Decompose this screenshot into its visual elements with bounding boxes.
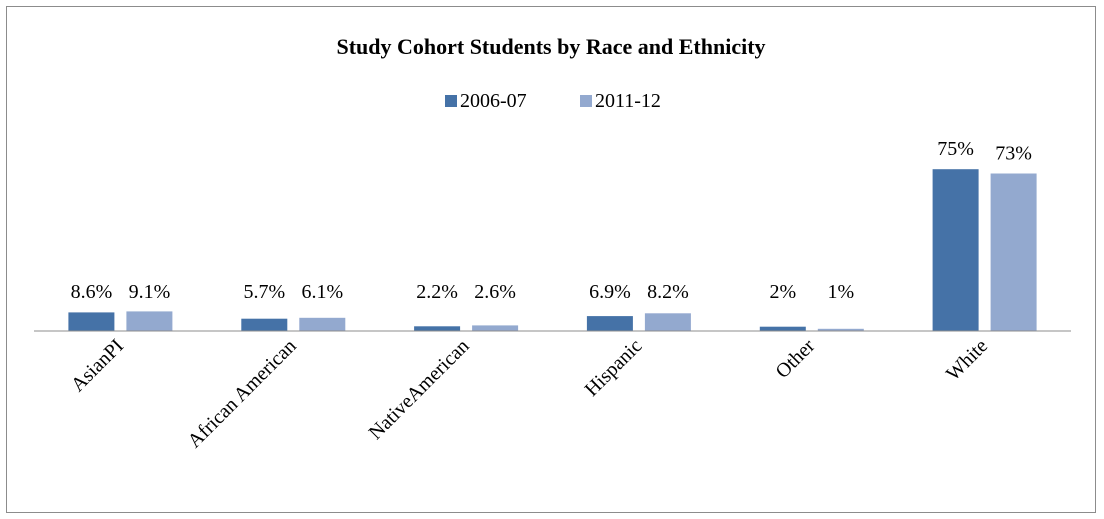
bar-white-2006-07 (932, 169, 979, 331)
bar-other-2006-07 (759, 326, 806, 331)
data-label-asianpi-2006-07: 8.6% (71, 281, 113, 303)
bar-chart: Study Cohort Students by Race and Ethnic… (34, 34, 1071, 452)
x-tick-labels-group: AsianPI African American NativeAmerican His… (67, 335, 992, 452)
bar-nativeamerican-2011-12 (472, 325, 519, 331)
bar-asianpi-2006-07 (68, 312, 115, 331)
chart-frame: Study Cohort Students by Race and Ethnic… (6, 6, 1096, 513)
x-tick-label-asianpi: AsianPI (67, 335, 128, 396)
data-label-white-2006-07: 75% (937, 138, 974, 160)
bar-white-2011-12 (990, 173, 1037, 331)
x-tick-label-other: Other (772, 335, 820, 383)
legend: 2006-07 2011-12 (445, 90, 661, 112)
data-label-hispanic-2006-07: 6.9% (589, 281, 631, 303)
bar-asianpi-2011-12 (126, 311, 173, 331)
bar-nativeamerican-2006-07 (414, 326, 461, 331)
x-tick-label-white: White (942, 335, 992, 385)
data-label-african-american-2011-12: 6.1% (301, 281, 343, 303)
legend-label-2011-12: 2011-12 (595, 90, 661, 112)
data-label-other-2006-07: 2% (769, 281, 796, 303)
x-tick-label-nativeamerican: NativeAmerican (365, 335, 474, 444)
data-label-hispanic-2011-12: 8.2% (647, 281, 689, 303)
bars-group (68, 169, 1037, 331)
legend-label-2006-07: 2006-07 (460, 90, 527, 112)
x-tick-label-hispanic: Hispanic (581, 335, 647, 401)
data-label-other-2011-12: 1% (827, 281, 854, 303)
data-label-african-american-2006-07: 5.7% (243, 281, 285, 303)
chart-title: Study Cohort Students by Race and Ethnic… (336, 34, 765, 59)
data-label-white-2011-12: 73% (995, 143, 1032, 165)
bar-hispanic-2006-07 (586, 316, 633, 331)
x-tick-label-african-american: African American (184, 335, 301, 452)
legend-swatch-2011-12 (580, 95, 592, 107)
bar-african-american-2011-12 (299, 317, 346, 331)
bar-hispanic-2011-12 (644, 313, 691, 331)
data-labels-group: 8.6% 9.1% 5.7% 6.1% 2.2% 2.6% 6.9% 8.2% 2% 1% 75% 7… (71, 138, 1032, 303)
data-label-nativeamerican-2011-12: 2.6% (474, 281, 516, 303)
data-label-asianpi-2011-12: 9.1% (129, 281, 171, 303)
bar-african-american-2006-07 (241, 318, 288, 331)
bar-other-2011-12 (817, 328, 864, 331)
legend-swatch-2006-07 (445, 95, 457, 107)
data-label-nativeamerican-2006-07: 2.2% (416, 281, 458, 303)
